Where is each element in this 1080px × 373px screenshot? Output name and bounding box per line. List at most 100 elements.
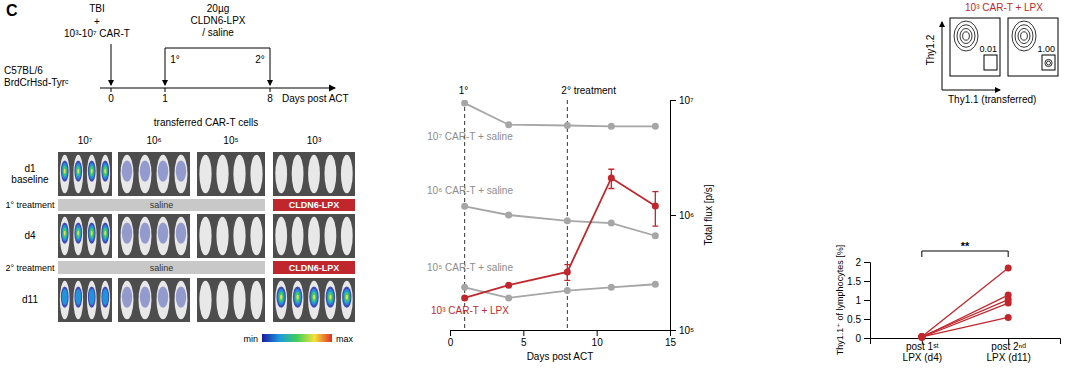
point: [918, 333, 925, 340]
axis: post 1ˢᵗLPX (d4) post 2ⁿᵈLPX (d11): [871, 338, 1061, 363]
signal: [89, 289, 95, 305]
mouse: [250, 155, 262, 194]
signal: [61, 222, 69, 243]
column-label: 10⁷: [78, 135, 93, 146]
band-label: CLDN6-LPX: [289, 263, 340, 273]
tick-label: 15: [665, 337, 677, 348]
signal: [293, 286, 302, 307]
tick-mark: [597, 330, 598, 336]
point: [461, 203, 468, 210]
mouse: [216, 217, 228, 256]
row-label: d1: [24, 163, 36, 174]
image-panel: [58, 214, 112, 258]
flow-title: 10³ CAR-T + LPX: [965, 2, 1043, 13]
plot-area: [918, 265, 1011, 341]
band: [273, 199, 355, 211]
point: [652, 281, 659, 288]
point: [505, 282, 512, 289]
tick: 0: [855, 333, 870, 344]
point: [1005, 300, 1012, 307]
signal: [61, 160, 69, 181]
timeline-tick: [165, 88, 166, 92]
signal: [77, 168, 79, 173]
arrow: [270, 48, 271, 85]
signal: [101, 160, 109, 181]
mouse: [216, 155, 228, 194]
tick-mark: [670, 215, 676, 216]
contour: [960, 29, 972, 44]
tick: 0: [448, 330, 454, 348]
signal: [76, 228, 80, 239]
gate: [1042, 55, 1055, 70]
contour: [1015, 25, 1033, 48]
colorbar-label: max: [336, 334, 354, 344]
mouse: [275, 217, 287, 256]
mouse: [139, 155, 152, 194]
tick: 10⁵: [670, 325, 694, 336]
signal: [309, 286, 318, 307]
mouse: [73, 281, 83, 320]
tick: 2: [855, 257, 870, 268]
point: [918, 334, 925, 341]
mouse: [100, 281, 110, 320]
mouse: [175, 217, 188, 256]
signal: [342, 286, 351, 307]
signal: [91, 168, 93, 173]
mouse: [324, 217, 336, 256]
tick: 5: [521, 330, 527, 348]
signal: [76, 166, 80, 177]
series-line: [465, 206, 656, 235]
annotation-line: [567, 100, 568, 330]
point: [564, 268, 571, 275]
mouse: [341, 217, 353, 256]
mouse: [199, 217, 211, 256]
mouse: [175, 155, 188, 194]
tick-label: 0: [448, 337, 454, 348]
signal: [122, 286, 132, 307]
tick-label: post 2ⁿᵈLPX (d11): [987, 341, 1031, 363]
axis: 0 5 10 15: [448, 330, 677, 348]
image-panel: [118, 278, 190, 322]
column-label: 10⁵: [223, 135, 238, 146]
signal: [64, 168, 66, 173]
band: [58, 261, 265, 274]
significance-label: **: [961, 240, 970, 252]
point: [608, 174, 615, 181]
tick-label: 10⁶: [679, 210, 694, 221]
signal: [104, 230, 106, 235]
tick-label: 10: [592, 337, 604, 348]
error-bar: [608, 169, 614, 188]
tick: post 1ˢᵗLPX (d4): [903, 338, 942, 363]
signal: [276, 286, 285, 307]
signal: [74, 286, 82, 307]
treatment-label: 2° treatment: [5, 263, 55, 273]
treatment-label: 1° treatment: [5, 200, 55, 210]
signal: [295, 292, 300, 303]
timeline-label: 0: [108, 93, 114, 104]
signal: [280, 294, 282, 299]
signal: [104, 168, 106, 173]
point: [461, 284, 468, 291]
mouse: [199, 281, 211, 320]
signal: [74, 222, 82, 243]
mouse: [87, 217, 97, 256]
mouse: [275, 281, 287, 320]
signal: [176, 222, 186, 243]
signal: [122, 160, 132, 181]
contour: [1018, 29, 1030, 44]
image-panel: [273, 278, 355, 322]
tick-mark: [864, 300, 870, 301]
contour: [1045, 59, 1052, 66]
schematic-text: +: [94, 16, 100, 27]
timeline-tick: [111, 88, 112, 92]
signal: [279, 292, 284, 303]
signal: [343, 289, 350, 305]
colorbar-label: min: [243, 334, 258, 344]
flow-plot: [1008, 18, 1058, 76]
point: [652, 232, 659, 239]
point: [564, 287, 571, 294]
signal: [89, 225, 95, 241]
column-label: 10³: [307, 135, 322, 146]
signal: [346, 294, 348, 299]
tick: 15: [665, 330, 677, 348]
